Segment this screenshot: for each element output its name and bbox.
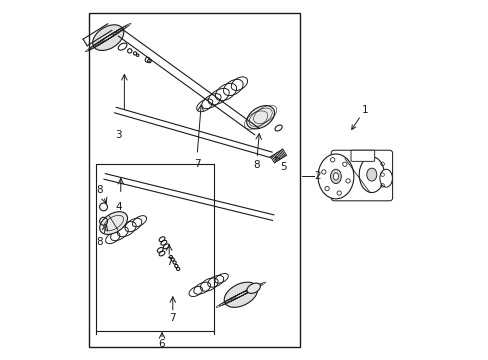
Ellipse shape xyxy=(246,283,260,293)
Text: 2: 2 xyxy=(314,171,321,181)
Ellipse shape xyxy=(246,105,274,129)
Ellipse shape xyxy=(366,168,376,181)
Ellipse shape xyxy=(224,282,257,307)
Text: 5: 5 xyxy=(275,157,286,172)
Ellipse shape xyxy=(317,154,353,199)
Text: 8: 8 xyxy=(253,160,260,170)
Ellipse shape xyxy=(330,169,341,184)
Ellipse shape xyxy=(379,169,392,187)
Text: 4: 4 xyxy=(115,202,122,212)
Text: 6: 6 xyxy=(159,339,165,349)
Text: 1: 1 xyxy=(351,105,367,130)
Ellipse shape xyxy=(333,173,338,180)
FancyBboxPatch shape xyxy=(350,150,374,161)
Text: 7: 7 xyxy=(193,159,200,169)
FancyBboxPatch shape xyxy=(330,150,392,201)
Text: 8: 8 xyxy=(97,237,103,247)
Ellipse shape xyxy=(359,157,384,193)
Ellipse shape xyxy=(93,25,123,50)
Text: 7: 7 xyxy=(169,313,176,323)
Ellipse shape xyxy=(100,212,127,234)
Text: 8: 8 xyxy=(97,185,103,195)
Bar xyxy=(88,13,300,347)
Text: 7: 7 xyxy=(165,257,172,267)
Text: 3: 3 xyxy=(115,130,122,140)
